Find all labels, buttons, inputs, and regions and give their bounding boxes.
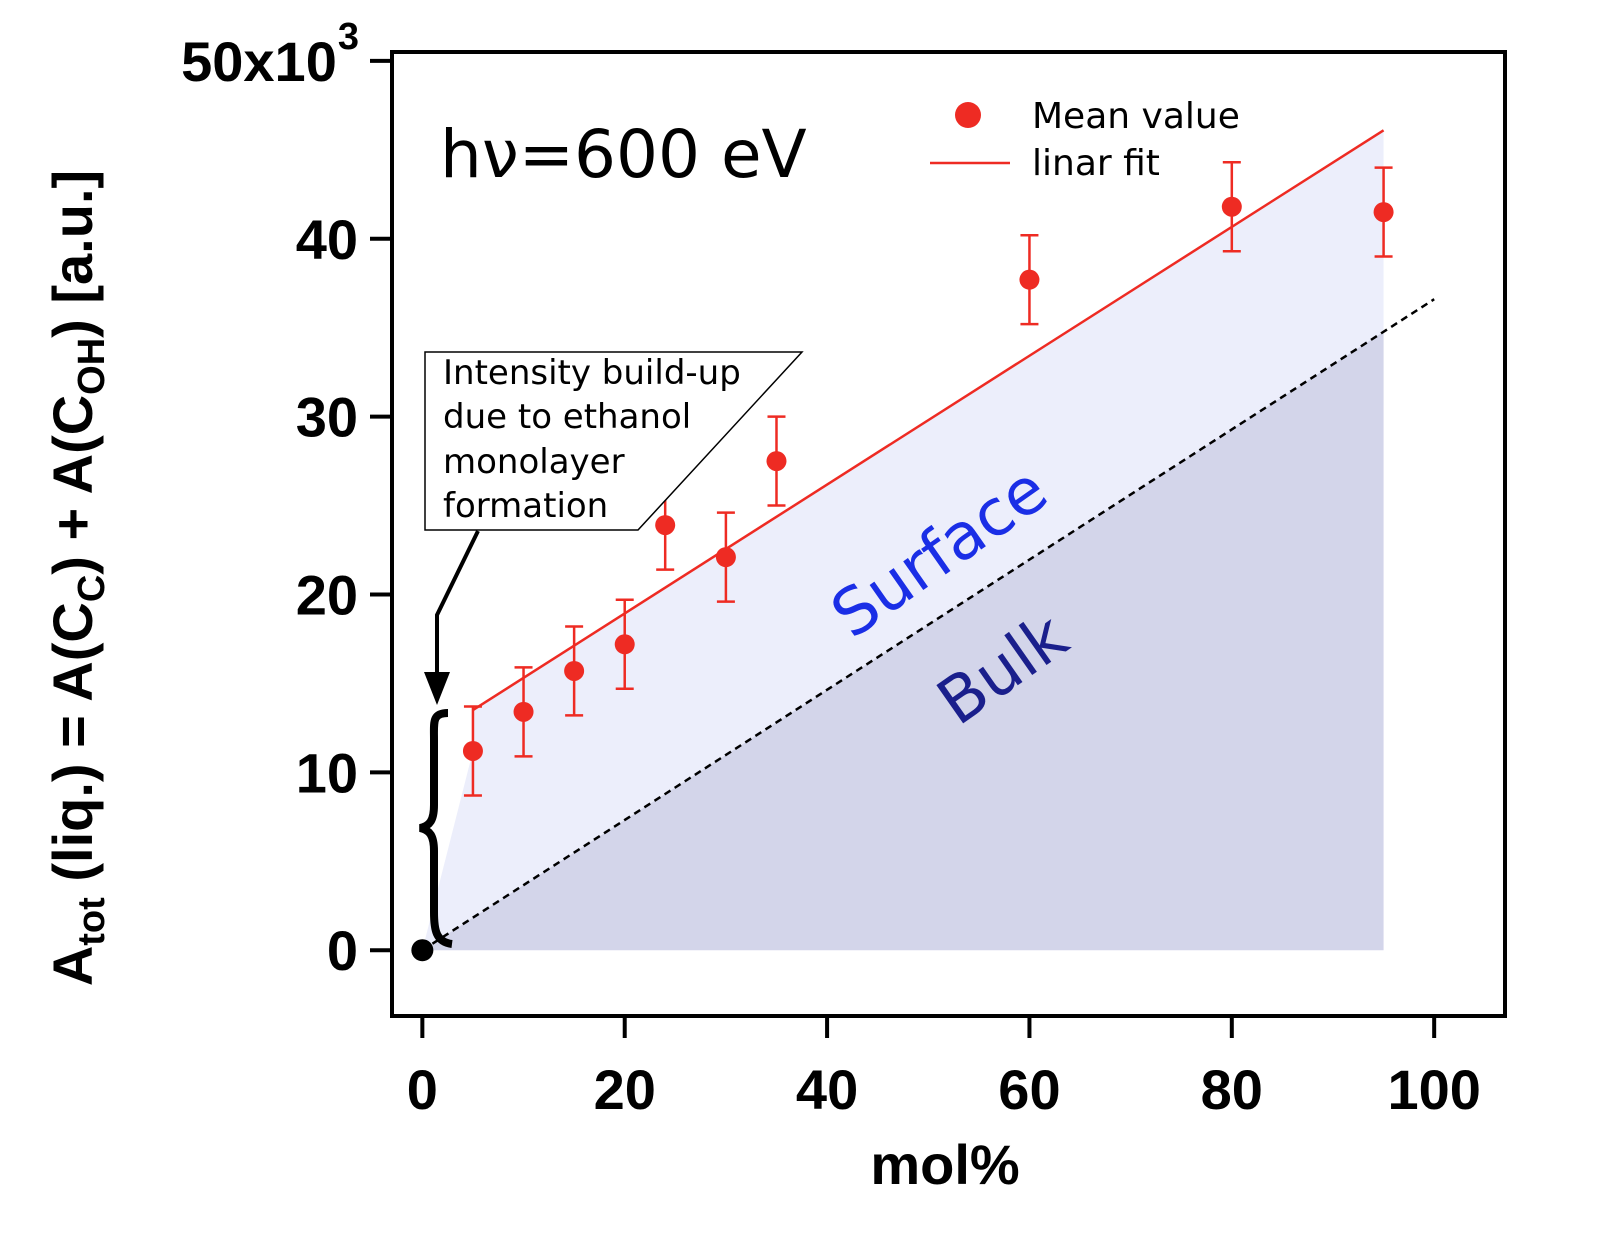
photon-energy-label: hν=600 eV bbox=[440, 116, 807, 193]
data-points bbox=[411, 161, 1394, 962]
data-point-group bbox=[1373, 166, 1394, 258]
annotation-line-4: formation bbox=[443, 486, 608, 526]
data-point bbox=[614, 634, 635, 655]
y-axis-title-sub-oh: OH bbox=[71, 338, 113, 395]
origin-point bbox=[411, 939, 434, 962]
bulk-line bbox=[421, 298, 1435, 952]
data-point-group bbox=[614, 598, 635, 690]
data-point-group bbox=[462, 705, 483, 797]
legend-marker-mean-value bbox=[955, 102, 981, 128]
data-point-group bbox=[1221, 161, 1242, 253]
annotation-box bbox=[424, 351, 804, 531]
annotation-arrow-line bbox=[435, 530, 480, 680]
y-tick-label: 50x10 bbox=[181, 30, 337, 93]
data-point bbox=[1373, 202, 1394, 223]
data-point bbox=[513, 701, 534, 722]
y-axis-title-a: A bbox=[41, 946, 104, 986]
legend: Mean value linar fit bbox=[930, 96, 1240, 184]
y-axis-title-sub-tot: tot bbox=[71, 897, 113, 946]
annotation-line-2: due to ethanol bbox=[443, 397, 691, 437]
data-point-group bbox=[564, 625, 585, 717]
surface-region bbox=[422, 130, 1384, 951]
data-point bbox=[1221, 196, 1242, 217]
data-point bbox=[655, 515, 676, 536]
y-tick-label: 0 bbox=[327, 919, 358, 982]
legend-label-mean-value: Mean value bbox=[1032, 96, 1240, 137]
y-tick-label: 30 bbox=[296, 386, 358, 449]
annotation-line-1: Intensity build-up bbox=[443, 353, 741, 393]
data-point-group bbox=[1019, 233, 1040, 326]
annotation: Intensity build-up due to ethanol monola… bbox=[418, 351, 804, 948]
y-axis-title-mid-2: ) + A(C bbox=[41, 395, 104, 575]
legend-label-linear-fit: linar fit bbox=[1032, 143, 1160, 184]
y-tick-label: 10 bbox=[296, 741, 358, 804]
y-axis-title: Atot (liq.) = A(CC) + A(COH) [a.u.] bbox=[41, 170, 113, 986]
y-axis-title-end: ) [a.u.] bbox=[41, 170, 104, 338]
y-tick-label: 20 bbox=[296, 563, 358, 626]
x-tick-label: 60 bbox=[998, 1058, 1060, 1121]
y-exponent-label: 3 bbox=[338, 16, 359, 58]
x-tick-label: 80 bbox=[1201, 1058, 1263, 1121]
annotation-line-3: monolayer bbox=[443, 442, 625, 482]
annotation-arrow-head bbox=[424, 672, 450, 705]
curly-brace bbox=[418, 709, 453, 948]
x-tick-label: 0 bbox=[407, 1058, 438, 1121]
x-tick-label: 20 bbox=[594, 1058, 656, 1121]
data-point-group bbox=[766, 415, 787, 507]
x-tick-label: 40 bbox=[796, 1058, 858, 1121]
plot-frame bbox=[390, 50, 1507, 1018]
data-point bbox=[766, 451, 787, 472]
x-axis-title: mol% bbox=[870, 1133, 1019, 1196]
data-point bbox=[462, 740, 483, 761]
y-tick-label: 40 bbox=[296, 208, 358, 271]
y-axis-title-mid-1: (liq.) = A(C bbox=[41, 602, 104, 897]
data-point-group bbox=[715, 511, 736, 603]
x-tick-label: 100 bbox=[1387, 1058, 1480, 1121]
y-axis-title-sub-c: C bbox=[71, 575, 113, 602]
axes: 0 20 40 60 80 100 0 10 20 30 40 50x10 3 bbox=[181, 16, 1507, 1121]
data-point bbox=[1019, 269, 1040, 290]
data-point bbox=[715, 547, 736, 568]
data-point-group bbox=[513, 666, 534, 758]
data-point bbox=[564, 660, 585, 681]
